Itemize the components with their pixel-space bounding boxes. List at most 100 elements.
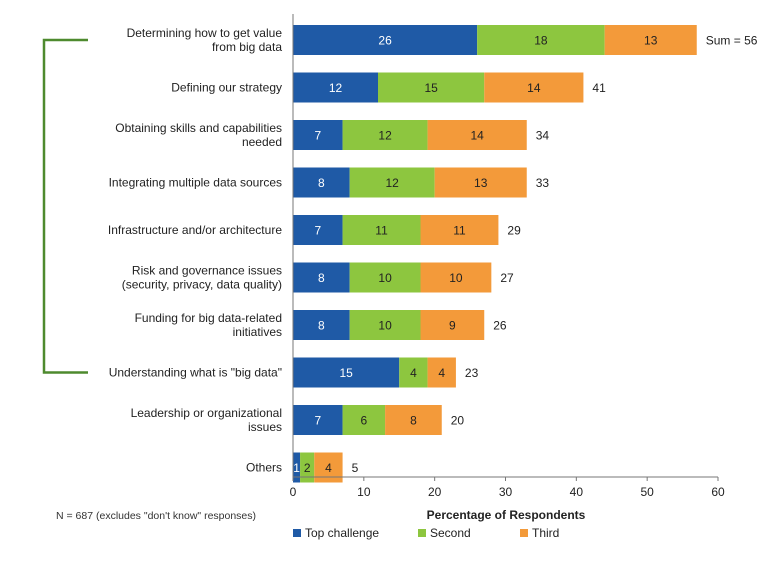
footnote: N = 687 (excludes "don't know" responses… xyxy=(56,510,256,522)
legend-swatch-top-challenge xyxy=(293,529,301,537)
total-label: 34 xyxy=(536,129,550,143)
bar-top-challenge xyxy=(293,452,301,483)
bar-third xyxy=(484,72,584,103)
bar-value-label: 14 xyxy=(527,81,541,95)
bar-value-label: 8 xyxy=(318,176,325,190)
x-tick-label: 20 xyxy=(428,485,442,499)
bar-value-label: 10 xyxy=(378,319,392,333)
category-label: Others xyxy=(246,461,282,475)
bar-second xyxy=(342,215,421,245)
legend-label: Top challenge xyxy=(305,526,379,540)
total-label: 41 xyxy=(592,81,606,95)
bar-third xyxy=(420,310,485,340)
bar-value-label: 10 xyxy=(378,271,392,285)
total-label: 33 xyxy=(536,176,550,190)
bar-top-challenge xyxy=(293,215,343,245)
category-label: Integrating multiple data sources xyxy=(109,176,282,190)
bar-value-label: 4 xyxy=(438,366,445,380)
bar-value-label: 11 xyxy=(375,224,388,238)
category-label: Risk and governance issues (security, pri… xyxy=(122,264,282,292)
bar-second xyxy=(349,167,435,198)
x-tick-label: 10 xyxy=(357,485,371,499)
legend-label: Second xyxy=(430,526,471,540)
bar-third xyxy=(385,405,442,435)
legend-label: Third xyxy=(532,526,559,540)
bar-top-challenge xyxy=(293,310,350,340)
bar-second xyxy=(300,452,315,483)
bar-value-label: 6 xyxy=(360,414,367,428)
bar-top-challenge xyxy=(293,72,378,103)
bar-value-label: 12 xyxy=(329,81,343,95)
category-label: Defining our strategy xyxy=(171,81,282,95)
bar-value-label: 8 xyxy=(318,271,325,285)
category-label: Understanding what is "big data" xyxy=(109,366,282,380)
total-label: 5 xyxy=(352,461,359,475)
bar-top-challenge xyxy=(293,262,350,293)
bar-third xyxy=(434,167,527,198)
x-tick-label: 60 xyxy=(711,485,725,499)
bracket-line xyxy=(42,38,88,374)
x-axis: 0 10 20 30 40 50 60 xyxy=(290,14,725,499)
bar-second xyxy=(349,262,421,293)
bar-third xyxy=(420,215,499,245)
bar-value-label: 13 xyxy=(474,176,488,190)
bar-third xyxy=(420,262,492,293)
bar-value-label: 15 xyxy=(339,366,353,380)
total-label: 27 xyxy=(500,271,514,285)
bar-value-label: 8 xyxy=(318,319,325,333)
bar-second xyxy=(378,72,485,103)
bar-value-label: 18 xyxy=(534,34,548,48)
bar-value-label: 1 xyxy=(293,461,300,475)
x-tick-label: 40 xyxy=(570,485,584,499)
bar-top-challenge xyxy=(293,120,343,150)
x-tick-label: 50 xyxy=(640,485,654,499)
bar-third xyxy=(604,25,697,55)
bar-value-label: 12 xyxy=(378,129,392,143)
bar-value-label: 12 xyxy=(385,176,399,190)
total-label: 23 xyxy=(465,366,479,380)
bar-value-label: 11 xyxy=(453,224,466,238)
bar-value-label: 7 xyxy=(314,414,321,428)
category-label: Determining how to get value from big dat… xyxy=(127,26,283,54)
legend-swatch-third xyxy=(520,529,528,537)
bar-value-label: 2 xyxy=(304,461,311,475)
bar-value-label: 7 xyxy=(314,224,321,238)
bar-second xyxy=(349,310,421,340)
bar-second xyxy=(342,120,428,150)
bar-value-label: 10 xyxy=(449,271,463,285)
bar-value-label: 4 xyxy=(410,366,417,380)
bar-top-challenge xyxy=(293,25,478,55)
category-label: Leadership or organizational issues xyxy=(131,406,282,434)
bar-top-challenge xyxy=(293,405,343,435)
x-tick-label: 30 xyxy=(499,485,513,499)
bar-top-challenge xyxy=(293,357,400,388)
category-label: Infrastructure and/or architecture xyxy=(108,223,282,237)
bar-value-label: 15 xyxy=(424,81,438,95)
x-tick-label: 0 xyxy=(290,485,297,499)
bar-third xyxy=(427,357,456,388)
category-bracket xyxy=(42,38,88,374)
category-label: Obtaining skills and capabilities needed xyxy=(115,121,282,149)
legend: Top challenge Second Third xyxy=(293,526,559,540)
bar-value-label: 8 xyxy=(410,414,417,428)
bar-value-label: 9 xyxy=(449,319,456,333)
category-label: Funding for big data-related initiatives xyxy=(135,311,282,339)
bar-second xyxy=(342,405,386,435)
bar-value-label: 14 xyxy=(470,129,484,143)
total-label: 29 xyxy=(507,224,521,238)
bar-second xyxy=(477,25,605,55)
legend-swatch-second xyxy=(418,529,426,537)
bar-second xyxy=(399,357,428,388)
bar-top-challenge xyxy=(293,167,350,198)
bar-third xyxy=(427,120,527,150)
total-label: 26 xyxy=(493,319,507,333)
x-axis-title: Percentage of Respondents xyxy=(427,508,586,522)
bar-value-label: 7 xyxy=(314,129,321,143)
bar-value-label: 13 xyxy=(644,34,658,48)
bar-value-label: 4 xyxy=(325,461,332,475)
total-label: 20 xyxy=(451,414,465,428)
bar-value-label: 26 xyxy=(378,34,392,48)
